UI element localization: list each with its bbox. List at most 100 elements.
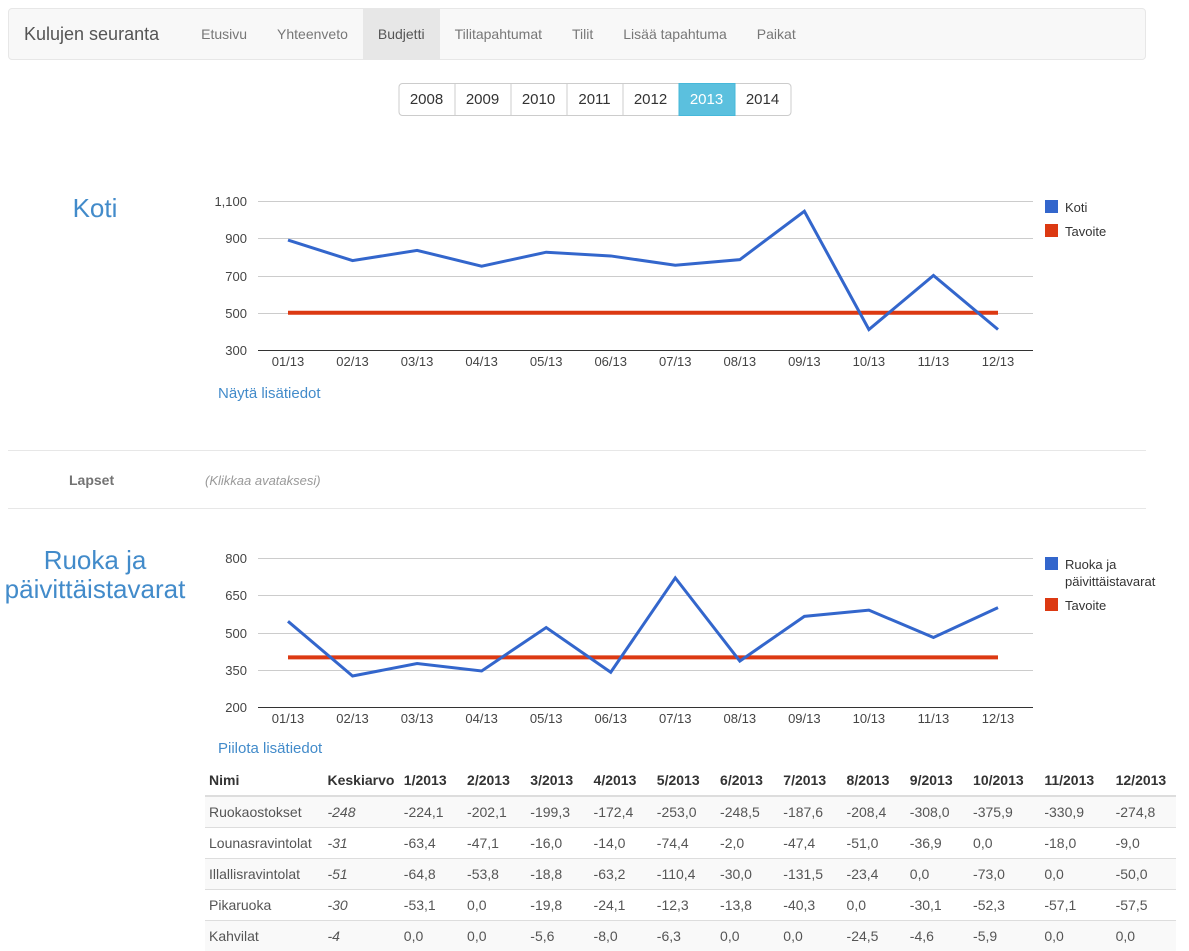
col-header-8-2013: 8/2013: [843, 765, 906, 796]
cell-value: -52,3: [969, 890, 1040, 921]
cell-value: 0,0: [1040, 859, 1111, 890]
cell-average: -4: [323, 921, 399, 951]
cell-value: -12,3: [653, 890, 716, 921]
cell-name: Kahvilat: [205, 921, 323, 951]
col-header-1-2013: 1/2013: [400, 765, 463, 796]
legend-label: Koti: [1065, 199, 1087, 216]
cell-value: -131,5: [779, 859, 842, 890]
lapset-expand-hint[interactable]: (Klikkaa avataksesi): [205, 473, 321, 488]
cell-value: -8,0: [590, 921, 653, 951]
cell-value: -73,0: [969, 859, 1040, 890]
cell-value: 0,0: [843, 890, 906, 921]
cell-value: -9,0: [1112, 828, 1176, 859]
nav-item-tilitapahtumat[interactable]: Tilitapahtumat: [440, 9, 557, 59]
lapset-section-title[interactable]: Lapset: [69, 472, 114, 488]
nav-item-etusivu[interactable]: Etusivu: [186, 9, 262, 59]
cell-value: -224,1: [400, 796, 463, 828]
cell-name: Lounasravintolat: [205, 828, 323, 859]
cell-value: -5,9: [969, 921, 1040, 951]
col-header-5-2013: 5/2013: [653, 765, 716, 796]
cell-value: -57,1: [1040, 890, 1111, 921]
cell-value: 0,0: [906, 859, 969, 890]
nav-item-budjetti[interactable]: Budjetti: [363, 9, 440, 59]
legend-swatch-icon: [1045, 598, 1058, 611]
legend-item: Ruoka ja päivittäistavarat: [1045, 556, 1177, 590]
cell-value: -30,0: [716, 859, 779, 890]
cell-average: -31: [323, 828, 399, 859]
cell-average: -248: [323, 796, 399, 828]
cell-name: Illallisravintolat: [205, 859, 323, 890]
cell-name: Ruokaostokset: [205, 796, 323, 828]
col-header-keskiarvo: Keskiarvo: [323, 765, 399, 796]
cell-value: -13,8: [716, 890, 779, 921]
year-button-2009[interactable]: 2009: [454, 83, 511, 116]
col-header-2-2013: 2/2013: [463, 765, 526, 796]
cell-value: -57,5: [1112, 890, 1176, 921]
legend-item: Tavoite: [1045, 223, 1106, 240]
nav-item-lis-tapahtuma[interactable]: Lisää tapahtuma: [608, 9, 742, 59]
cell-name: Pikaruoka: [205, 890, 323, 921]
cell-value: -16,0: [526, 828, 589, 859]
ruoka-details-link[interactable]: Piilota lisätiedot: [218, 740, 322, 757]
col-header-12-2013: 12/2013: [1112, 765, 1176, 796]
chart-legend: Ruoka ja päivittäistavarat Tavoite: [1045, 556, 1177, 614]
cell-value: -50,0: [1112, 859, 1176, 890]
cell-value: -63,2: [590, 859, 653, 890]
cell-value: 0,0: [463, 890, 526, 921]
legend-item: Koti: [1045, 199, 1106, 216]
nav-item-yhteenveto[interactable]: Yhteenveto: [262, 9, 363, 59]
cell-value: 0,0: [400, 921, 463, 951]
cell-value: -53,8: [463, 859, 526, 890]
cell-value: -253,0: [653, 796, 716, 828]
cell-value: -36,9: [906, 828, 969, 859]
year-button-2014[interactable]: 2014: [734, 83, 791, 116]
cell-value: -19,8: [526, 890, 589, 921]
year-button-2008[interactable]: 2008: [398, 83, 455, 116]
cell-value: -51,0: [843, 828, 906, 859]
cell-value: -14,0: [590, 828, 653, 859]
app-brand[interactable]: Kulujen seuranta: [9, 9, 174, 59]
cell-value: -248,5: [716, 796, 779, 828]
cell-value: -308,0: [906, 796, 969, 828]
cell-value: -274,8: [1112, 796, 1176, 828]
cell-value: -18,0: [1040, 828, 1111, 859]
section-divider: [8, 508, 1146, 509]
cell-value: -53,1: [400, 890, 463, 921]
table-row-lounasravintolat: Lounasravintolat-31-63,4-47,1-16,0-14,0-…: [205, 828, 1176, 859]
cell-value: 0,0: [1112, 921, 1176, 951]
year-button-2013[interactable]: 2013: [678, 83, 735, 116]
cell-value: 0,0: [716, 921, 779, 951]
koti-section-title: Koti: [0, 194, 190, 223]
year-button-2010[interactable]: 2010: [510, 83, 567, 116]
cell-value: -202,1: [463, 796, 526, 828]
legend-swatch-icon: [1045, 224, 1058, 237]
table-row-illallisravintolat: Illallisravintolat-51-64,8-53,8-18,8-63,…: [205, 859, 1176, 890]
nav-item-tilit[interactable]: Tilit: [557, 9, 608, 59]
legend-label: Tavoite: [1065, 223, 1106, 240]
legend-label: Ruoka ja päivittäistavarat: [1065, 556, 1177, 590]
cell-value: -199,3: [526, 796, 589, 828]
cell-value: -47,1: [463, 828, 526, 859]
cell-value: -30,1: [906, 890, 969, 921]
section-divider: [8, 450, 1146, 451]
nav-item-paikat[interactable]: Paikat: [742, 9, 811, 59]
col-header-nimi: Nimi: [205, 765, 323, 796]
cell-value: -330,9: [1040, 796, 1111, 828]
cell-value: 0,0: [969, 828, 1040, 859]
cell-value: 0,0: [779, 921, 842, 951]
year-button-2012[interactable]: 2012: [622, 83, 679, 116]
koti-details-link[interactable]: Näytä lisätiedot: [218, 385, 321, 402]
col-header-4-2013: 4/2013: [590, 765, 653, 796]
legend-label: Tavoite: [1065, 597, 1106, 614]
cell-value: -74,4: [653, 828, 716, 859]
cell-value: -23,4: [843, 859, 906, 890]
year-button-2011[interactable]: 2011: [566, 83, 623, 116]
